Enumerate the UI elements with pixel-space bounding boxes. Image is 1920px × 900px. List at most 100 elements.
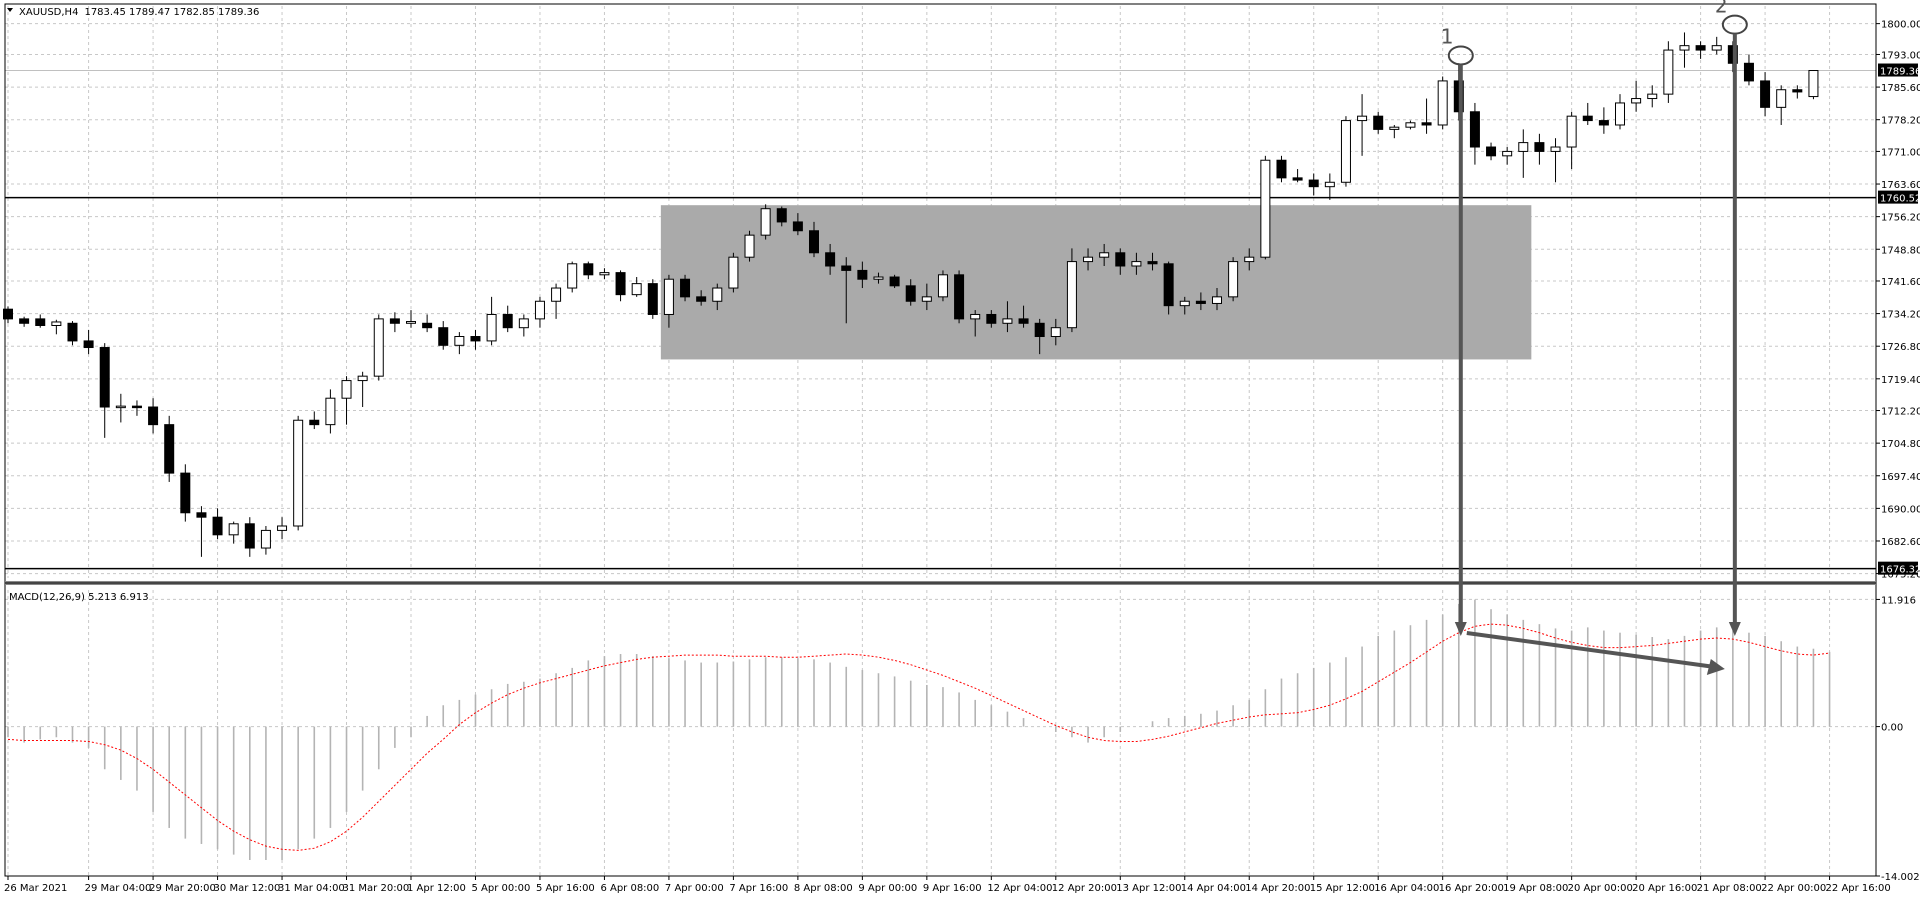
candle-bear: [180, 472, 191, 514]
candle-bull: [406, 321, 416, 324]
candle-bull: [599, 272, 610, 276]
candle-bear: [841, 265, 852, 271]
candle-bear: [309, 419, 320, 426]
candle-bull: [1228, 261, 1239, 298]
candle-bull: [1437, 80, 1448, 126]
candle-bull: [1212, 296, 1222, 304]
candle-bull: [293, 419, 304, 527]
price-axis-label: 1719.40: [1881, 375, 1920, 386]
time-axis-label: 31 Mar 04:00: [278, 883, 345, 894]
candle-bear: [776, 208, 787, 223]
macd-header-text: MACD(12,26,9) 5.213 6.913: [9, 592, 149, 603]
time-axis-label: 16 Apr 04:00: [1374, 883, 1439, 894]
candle-bull: [663, 278, 674, 315]
candle-bear: [1486, 146, 1497, 157]
candle-bear: [244, 523, 255, 549]
time-axis-label: 12 Apr 04:00: [987, 883, 1052, 894]
time-axis-label: 7 Apr 00:00: [665, 883, 724, 894]
candle-bear: [1421, 122, 1432, 126]
price-axis-label: 1785.60: [1881, 83, 1920, 94]
candle-bear: [389, 318, 400, 324]
candle-bull: [1663, 49, 1674, 95]
time-axis-label: 9 Apr 00:00: [858, 883, 917, 894]
chart-frame: [4, 3, 1877, 877]
candle-bull: [1550, 146, 1561, 152]
candle-bull: [1615, 102, 1625, 126]
candle-bull: [1679, 45, 1690, 51]
candle-bull: [760, 208, 771, 236]
time-axis-label: 26 Mar 2021: [4, 883, 67, 894]
price-hline-layer: [5, 70, 1876, 570]
candle-bull: [1244, 256, 1255, 263]
candle-bear: [1276, 159, 1287, 179]
candle-bull: [486, 313, 497, 342]
peak-number-label: 2: [1715, 0, 1728, 18]
candle-bull: [567, 263, 578, 289]
peak-arrow-head: [1728, 622, 1741, 636]
candle-bear: [792, 221, 803, 232]
candle-bear: [1018, 318, 1029, 324]
candle-bear: [1195, 300, 1206, 304]
candle-bull: [1066, 261, 1077, 329]
time-axis-label: 31 Mar 20:00: [343, 883, 410, 894]
candle-bull: [228, 523, 239, 536]
symbol-label: XAUUSD,H4: [19, 7, 78, 18]
candle-bull: [712, 287, 723, 302]
candle-bull: [341, 380, 352, 399]
peak-number-label: 1: [1441, 24, 1454, 48]
time-axis-label: 22 Apr 00:00: [1761, 883, 1826, 894]
candle-bull: [454, 336, 465, 346]
price-axis-label: 1690.00: [1881, 504, 1920, 515]
annotation-layer: 12: [1441, 0, 1748, 675]
candle-bull: [325, 397, 336, 426]
price-axis-label: 1756.20: [1881, 213, 1920, 224]
candle-bear: [954, 274, 965, 320]
candle-bear: [164, 424, 175, 474]
candle-bull: [970, 313, 981, 320]
candle-bull: [631, 283, 642, 296]
divergence-arrow-shaft: [1466, 631, 1716, 669]
candle-bull: [1179, 300, 1190, 307]
candle-bear: [1695, 45, 1706, 51]
time-axis-label: 29 Mar 04:00: [85, 883, 152, 894]
time-axis-label: 20 Apr 16:00: [1632, 883, 1697, 894]
candle-bear: [825, 252, 836, 267]
candle-bear: [809, 230, 819, 254]
candle-bear: [35, 318, 46, 326]
price-axis-label: 1741.60: [1881, 277, 1920, 288]
macd-axis-label: -14.002: [1881, 872, 1920, 883]
frame-layer: [4, 3, 1877, 877]
candle-bull: [534, 300, 545, 320]
time-axis-label: 6 Apr 08:00: [600, 883, 659, 894]
time-axis-label: 1 Apr 12:00: [407, 883, 466, 894]
candle-bear: [438, 327, 449, 346]
axis-layer: 1800.00 1793.00 1785.60 1778.20 1771.00 1763.…: [4, 20, 1920, 894]
candle-bear: [148, 406, 159, 426]
candle-bear: [1598, 120, 1609, 126]
time-axis-label: 14 Apr 20:00: [1245, 883, 1310, 894]
price-axis-label: 1748.80: [1881, 245, 1920, 256]
time-axis-label: 15 Apr 12:00: [1310, 883, 1375, 894]
candle-bull: [873, 276, 884, 280]
candle-bull: [1002, 318, 1013, 324]
time-axis-label: 5 Apr 16:00: [536, 883, 595, 894]
candle-bull: [728, 256, 739, 289]
candle-bear: [1743, 62, 1754, 82]
candle-bull: [1131, 261, 1142, 267]
time-axis-label: 13 Apr 12:00: [1116, 883, 1181, 894]
candle-bear: [857, 269, 868, 280]
candle-bull: [1324, 181, 1335, 188]
candle-bull: [115, 405, 126, 409]
price-axis-label: 1763.60: [1881, 180, 1920, 191]
price-axis-label: 1771.00: [1881, 147, 1920, 158]
candle-bear: [1115, 252, 1126, 267]
chart-dropdown-icon[interactable]: [7, 8, 13, 12]
price-axis-label: 1726.80: [1881, 342, 1920, 353]
price-axis-label: 1778.20: [1881, 116, 1920, 127]
time-axis-label: 16 Apr 20:00: [1439, 883, 1504, 894]
candle-bear: [212, 516, 223, 536]
time-axis-label: 8 Apr 08:00: [794, 883, 853, 894]
candle-bull: [373, 318, 384, 377]
